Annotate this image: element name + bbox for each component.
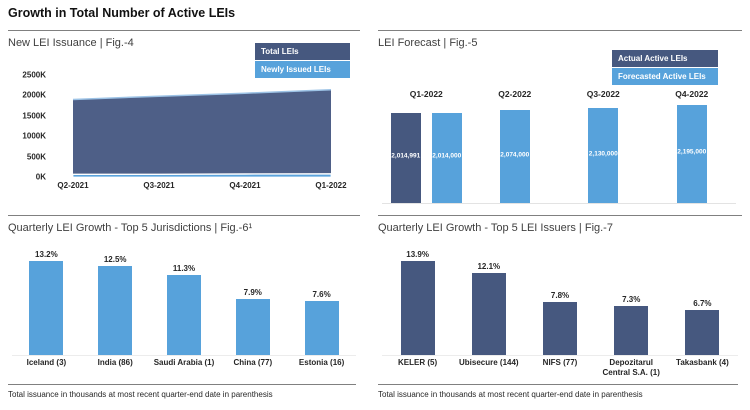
- bar-value-label: 7.6%: [312, 289, 331, 299]
- category-label: KELER (5): [398, 358, 438, 367]
- bar: [304, 300, 339, 355]
- x-axis-label: Q1-2022: [315, 181, 347, 190]
- category-label: Ubisecure (144): [459, 358, 519, 367]
- bar-group: Q4-2022 2,195,000: [648, 89, 737, 203]
- bar-forecasted-active-leis: 2,130,000: [588, 107, 619, 203]
- bar: [166, 274, 201, 355]
- bar-forecasted-active-leis: 2,195,000: [676, 105, 707, 203]
- issuers-bar-chart: 13.9% 12.1% 7.8% 7.3% 6.7%: [382, 247, 738, 356]
- bar-value-label: 2,195,000: [677, 148, 707, 156]
- bar-group: Q1-2022 2,014,991 2,014,000: [382, 89, 471, 203]
- legend-fig5: Actual Active LEIs Forecasted Active LEI…: [612, 50, 718, 85]
- legend-fig4: Total LEIs Newly Issued LEIs: [255, 43, 350, 78]
- area-chart-plot: [54, 75, 354, 177]
- chart-title-fig6: Quarterly LEI Growth - Top 5 Jurisdictio…: [8, 222, 253, 234]
- bar-column: 6.7%: [667, 299, 738, 355]
- bar-column: 12.5%: [81, 255, 150, 355]
- bar-column: 7.3%: [596, 295, 667, 355]
- category-label: Estonia (16): [298, 358, 345, 367]
- bar-group: Q3-2022 2,130,000: [559, 89, 648, 203]
- x-axis-label: Q3-2021: [143, 181, 175, 190]
- bar-column: 13.9%: [382, 250, 453, 355]
- panel-top5-lei-issuers: Quarterly LEI Growth - Top 5 LEI Issuers…: [378, 215, 742, 410]
- bar-value-label: 2,014,991: [391, 152, 421, 160]
- bar-actual-active-leis: 2,014,991: [390, 113, 421, 203]
- bar-column: 13.2%: [12, 250, 81, 355]
- bar-column: 12.1%: [453, 262, 524, 355]
- footnote-fig7: Total issuance in thousands at most rece…: [378, 384, 738, 399]
- bar-value-label: 13.2%: [35, 250, 58, 259]
- legend-item-newly-issued-leis: Newly Issued LEIs: [255, 61, 350, 78]
- bar-forecasted-active-leis: 2,074,000: [499, 110, 530, 203]
- bar-value-label: 7.3%: [622, 294, 641, 304]
- bar: [471, 273, 506, 355]
- panel-top5-jurisdictions: Quarterly LEI Growth - Top 5 Jurisdictio…: [8, 215, 360, 410]
- bar: [98, 266, 133, 355]
- bars: 2,014,991 2,014,000: [382, 113, 471, 203]
- x-axis-label: Q4-2021: [229, 181, 261, 190]
- area-chart: [72, 88, 332, 177]
- y-axis-tick: 2500K: [22, 70, 46, 80]
- chart-title-fig4: New LEI Issuance | Fig.-4: [8, 37, 134, 49]
- y-axis-tick: 2000K: [22, 90, 46, 100]
- jurisdictions-bar-chart: 13.2% 12.5% 11.3% 7.9% 7.6%: [12, 247, 356, 356]
- quarter-label: Q1-2022: [409, 89, 443, 99]
- bar-value-label: 2,130,000: [588, 150, 618, 158]
- bar-value-label: 6.7%: [693, 298, 712, 308]
- y-axis: 2500K 2000K 1500K 1000K 500K 0K: [8, 71, 46, 182]
- panel-new-lei-issuance: New LEI Issuance | Fig.-4 Total LEIs New…: [8, 30, 360, 216]
- panel-lei-forecast: LEI Forecast | Fig.-5 Actual Active LEIs…: [378, 30, 742, 216]
- bar: [29, 261, 64, 355]
- bar: [543, 302, 577, 355]
- bar-forecasted-active-leis: 2,014,000: [431, 113, 462, 203]
- bar-value-label: 11.3%: [172, 263, 196, 273]
- category-label: NIFS (77): [542, 358, 578, 367]
- bar: [614, 305, 649, 355]
- bar-group: Q2-2022 2,074,000: [471, 89, 560, 203]
- category-label: India (86): [97, 358, 133, 367]
- bar-value-label: 12.5%: [103, 255, 127, 264]
- footnote-fig6: Total issuance in thousands at most rece…: [8, 384, 356, 399]
- bar-column: 11.3%: [150, 263, 219, 355]
- quarter-label: Q3-2022: [586, 89, 620, 99]
- category-label: Depozitarul Central S.A. (1): [602, 358, 660, 377]
- category-label: Iceland (3): [26, 358, 67, 367]
- quarter-label: Q2-2022: [498, 89, 532, 99]
- bar: [685, 309, 720, 355]
- legend-item-forecasted-active-leis: Forecasted Active LEIs: [612, 68, 718, 85]
- legend-item-total-leis: Total LEIs: [255, 43, 350, 60]
- bars: 2,074,000: [471, 110, 560, 203]
- chart-title-fig5: LEI Forecast | Fig.-5: [378, 37, 478, 49]
- page-title: Growth in Total Number of Active LEIs: [8, 6, 236, 20]
- bar-column: 7.8%: [524, 291, 595, 355]
- y-axis-tick: 1000K: [22, 131, 46, 141]
- bars: 2,130,000: [559, 107, 648, 203]
- bar-value-label: 2,074,000: [500, 151, 530, 159]
- x-axis-label: Q2-2021: [57, 181, 89, 190]
- bar-column: 7.6%: [287, 290, 356, 355]
- y-axis-tick: 0K: [35, 172, 46, 182]
- bar: [400, 261, 435, 355]
- category-label: Saudi Arabia (1): [153, 358, 215, 367]
- bar-value-label: 13.9%: [406, 250, 429, 259]
- category-label: China (77): [233, 358, 273, 367]
- jurisdictions-x-axis: Iceland (3) India (86) Saudi Arabia (1) Chi…: [12, 358, 356, 368]
- chart-title-fig7: Quarterly LEI Growth - Top 5 LEI Issuers…: [378, 222, 613, 234]
- bar: [235, 298, 270, 355]
- category-label: Takasbank (4): [676, 358, 729, 367]
- forecast-bar-chart: Q1-2022 2,014,991 2,014,000 Q2-2022 2,074,00…: [382, 89, 736, 204]
- bar-value-label: 2,014,000: [432, 152, 462, 160]
- y-axis-tick: 500K: [26, 152, 46, 162]
- bar-value-label: 12.1%: [477, 262, 501, 272]
- bar-value-label: 7.9%: [243, 287, 262, 297]
- bar-column: 7.9%: [218, 288, 287, 355]
- y-axis-tick: 1500K: [22, 111, 46, 121]
- bars: 2,195,000: [648, 105, 737, 203]
- quarter-label: Q4-2022: [675, 89, 709, 99]
- issuers-x-axis: KELER (5) Ubisecure (144) NIFS (77) Depozit…: [382, 358, 738, 378]
- x-axis: Q2-2021 Q3-2021 Q4-2021 Q1-2022: [54, 181, 354, 193]
- bar-value-label: 7.8%: [550, 291, 570, 301]
- legend-item-actual-active-leis: Actual Active LEIs: [612, 50, 718, 67]
